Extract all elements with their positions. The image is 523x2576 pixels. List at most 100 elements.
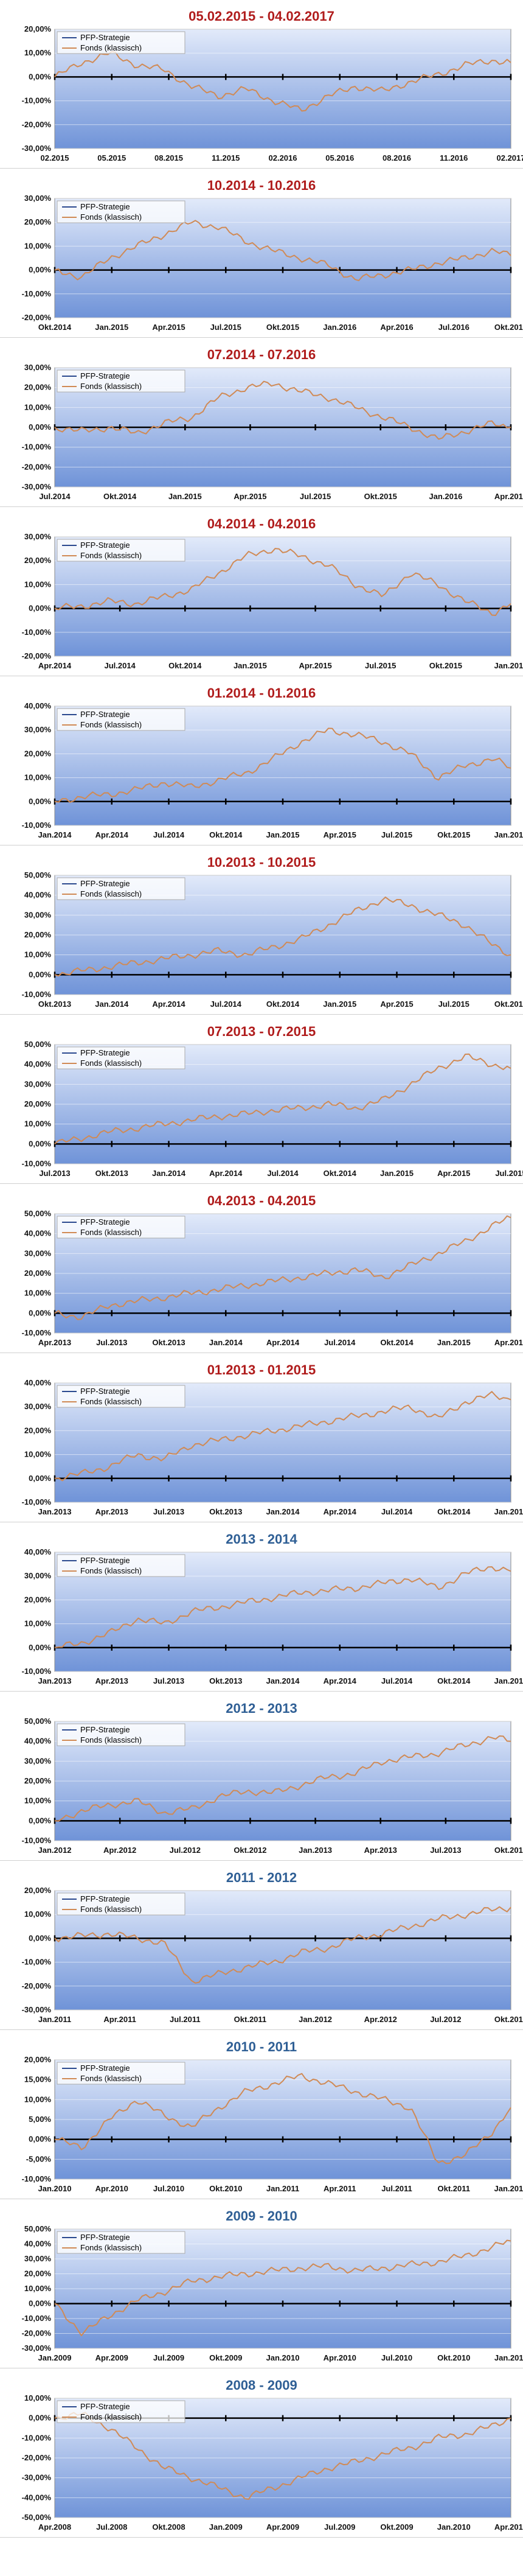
chart-panel: 01.2014 - 01.2016 40,00% 30,00% 20,00% 10,00… (0, 682, 523, 845)
x-tick-label: Jul.2015 (381, 830, 412, 839)
legend-label-strategy: PFP-Strategie (80, 202, 130, 211)
x-tick-label: Okt.2016 (494, 323, 523, 332)
chart-svg: 50,00% 40,00% 30,00% 20,00% 10,00% 0,00% -10,0… (22, 1209, 523, 1347)
y-tick-label: 30,00% (24, 1248, 52, 1258)
x-tick-label: Okt.2015 (437, 830, 470, 839)
x-tick-label: 02.2017 (497, 153, 523, 163)
x-tick-label: Apr.2012 (364, 2015, 397, 2024)
y-tick-label: 30,00% (24, 1079, 52, 1088)
y-tick-label: -20,00% (22, 1981, 52, 1990)
x-tick-label: Okt.2015 (266, 323, 299, 332)
y-tick-label: 0,00% (29, 2135, 51, 2144)
chart-title: 10.2013 - 10.2015 (207, 855, 316, 870)
y-tick-label: 20,00% (24, 749, 52, 758)
x-tick-label: Jul.2013 (153, 1507, 184, 1516)
legend-box (57, 200, 185, 223)
legend-label-strategy: PFP-Strategie (80, 710, 130, 719)
legend-box (57, 877, 185, 900)
y-tick-label: -30,00% (22, 2343, 52, 2353)
x-tick-label: Apr.2010 (95, 2184, 128, 2193)
x-tick-label: Jul.2013 (39, 1169, 70, 1178)
x-tick-label: Jan.2012 (299, 2015, 332, 2024)
series-line-fonds (54, 1215, 511, 1320)
legend-label-fund: Fonds (klassisch) (80, 551, 142, 560)
legend-label-fund: Fonds (klassisch) (80, 1228, 142, 1237)
legend-label-strategy: PFP-Strategie (80, 1048, 130, 1057)
y-tick-label: 0,00% (29, 604, 51, 613)
series-line-fonds (54, 1053, 511, 1145)
series-line-fonds (54, 220, 511, 281)
y-tick-label: 10,00% (24, 1796, 52, 1805)
chart-panel: 2010 - 2011 20,00% 15,00% 10,00% 5,00% 0,00% -… (0, 2035, 523, 2199)
y-tick-label: 20,00% (24, 1776, 52, 1785)
x-tick-label: Jul.2009 (324, 2522, 355, 2532)
x-tick-label: Jan.2014 (38, 830, 72, 839)
y-tick-label: 0,00% (29, 72, 51, 81)
y-tick-label: 0,00% (29, 2299, 51, 2308)
x-tick-label: Okt.2009 (380, 2522, 413, 2532)
y-tick-label: 0,00% (29, 1474, 51, 1483)
x-tick-label: 05.2015 (97, 153, 126, 163)
x-tick-label: Okt.2013 (152, 1338, 185, 1347)
x-tick-label: Jul.2016 (438, 323, 469, 332)
y-tick-label: 0,00% (29, 1933, 51, 1942)
x-tick-label: Jul.2015 (438, 999, 469, 1009)
y-tick-label: 40,00% (24, 1060, 52, 1069)
y-tick-label: 10,00% (24, 1289, 52, 1298)
chart-title: 01.2013 - 01.2015 (207, 1362, 316, 1377)
x-tick-label: Apr.2014 (209, 1169, 243, 1178)
y-tick-label: 0,00% (29, 422, 51, 432)
x-tick-label: Okt.2014 (168, 661, 202, 670)
x-tick-label: Okt.2010 (437, 2353, 470, 2362)
legend-label-strategy: PFP-Strategie (80, 371, 130, 380)
y-tick-label: -20,00% (22, 651, 52, 660)
y-tick-label: 10,00% (24, 48, 52, 57)
y-tick-label: -10,00% (22, 628, 52, 637)
legend-label-fund: Fonds (klassisch) (80, 382, 142, 391)
legend-box (57, 1892, 185, 1916)
chart-panel: 10.2013 - 10.2015 50,00% 40,00% 30,00% 20,00… (0, 851, 523, 1015)
x-tick-label: Apr.2008 (38, 2522, 71, 2532)
x-tick-label: 02.2015 (41, 153, 69, 163)
y-tick-label: 0,00% (29, 265, 51, 275)
chart-svg: 50,00% 40,00% 30,00% 20,00% 10,00% 0,00% -10,0… (22, 1040, 523, 1178)
y-tick-label: 10,00% (24, 1619, 52, 1628)
legend-label-strategy: PFP-Strategie (80, 2233, 130, 2242)
y-tick-label: 50,00% (24, 1717, 52, 1726)
x-tick-label: Jan.2016 (323, 323, 356, 332)
y-tick-label: -40,00% (22, 2493, 52, 2502)
x-tick-label: Okt.2013 (209, 1507, 242, 1516)
series-line-fonds (54, 2239, 511, 2337)
x-tick-label: Okt.2014 (437, 1676, 471, 1685)
legend-box (57, 2231, 185, 2254)
series-line-fonds (54, 1566, 511, 1648)
y-tick-label: 20,00% (24, 1595, 52, 1604)
y-tick-label: -10,00% (22, 443, 52, 452)
series-line-fonds (54, 380, 511, 440)
y-tick-label: -30,00% (22, 2473, 52, 2482)
y-tick-label: -10,00% (22, 1836, 52, 1845)
chart-panel: 2012 - 2013 50,00% 40,00% 30,00% 20,00% 10,00… (0, 1697, 523, 1861)
x-tick-label: Apr.2015 (299, 661, 331, 670)
y-tick-label: 30,00% (24, 363, 52, 372)
x-tick-label: Jan.2015 (437, 1338, 471, 1347)
y-tick-label: 40,00% (24, 701, 52, 710)
chart-svg: 10,00% 0,00% -10,00% -20,00% -30,00% -40,00% -… (22, 2393, 523, 2532)
legend-label-fund: Fonds (klassisch) (80, 720, 142, 729)
x-tick-label: Jul.2014 (210, 999, 242, 1009)
series-line-fonds (54, 1735, 511, 1822)
chart-panel: 04.2013 - 04.2015 50,00% 40,00% 30,00% 20,00… (0, 1189, 523, 1353)
chart-title: 01.2014 - 01.2016 (207, 685, 316, 701)
chart-svg: 30,00%20,00%10,00%0,00%-10,00%-20,00%Apr… (22, 532, 523, 670)
chart-title: 2013 - 2014 (226, 1531, 297, 1547)
x-tick-label: Jul.2011 (381, 2184, 412, 2193)
chart-svg: 30,00% 20,00% 10,00% 0,00% -10,00% -20,00% -30… (22, 363, 523, 501)
legend-box (57, 1723, 185, 1746)
series-line-fonds (54, 51, 511, 112)
x-tick-label: Okt.2013 (38, 999, 71, 1009)
y-tick-label: 10,00% (24, 950, 52, 959)
x-tick-label: Jul.2012 (430, 2015, 461, 2024)
x-tick-label: 02.2016 (269, 153, 297, 163)
